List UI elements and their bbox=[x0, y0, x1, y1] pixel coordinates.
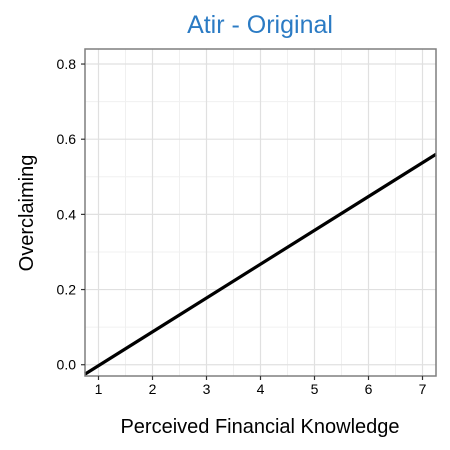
y-tick-label: 0.8 bbox=[57, 56, 77, 72]
y-tick-label: 0.2 bbox=[57, 282, 77, 298]
x-tick-label: 2 bbox=[149, 381, 157, 397]
x-tick-label: 7 bbox=[419, 381, 427, 397]
y-axis-title: Overclaiming bbox=[16, 155, 38, 272]
chart-title: Atir - Original bbox=[187, 11, 333, 39]
x-tick-label: 6 bbox=[365, 381, 373, 397]
y-tick-label: 0.0 bbox=[57, 357, 77, 373]
x-tick-label: 4 bbox=[257, 381, 265, 397]
x-tick-label: 5 bbox=[311, 381, 319, 397]
x-tick-label: 1 bbox=[95, 381, 103, 397]
y-tick-label: 0.4 bbox=[57, 206, 77, 222]
x-axis-title: Perceived Financial Knowledge bbox=[120, 416, 399, 438]
x-tick-label: 3 bbox=[203, 381, 211, 397]
y-tick-label: 0.6 bbox=[57, 131, 77, 147]
